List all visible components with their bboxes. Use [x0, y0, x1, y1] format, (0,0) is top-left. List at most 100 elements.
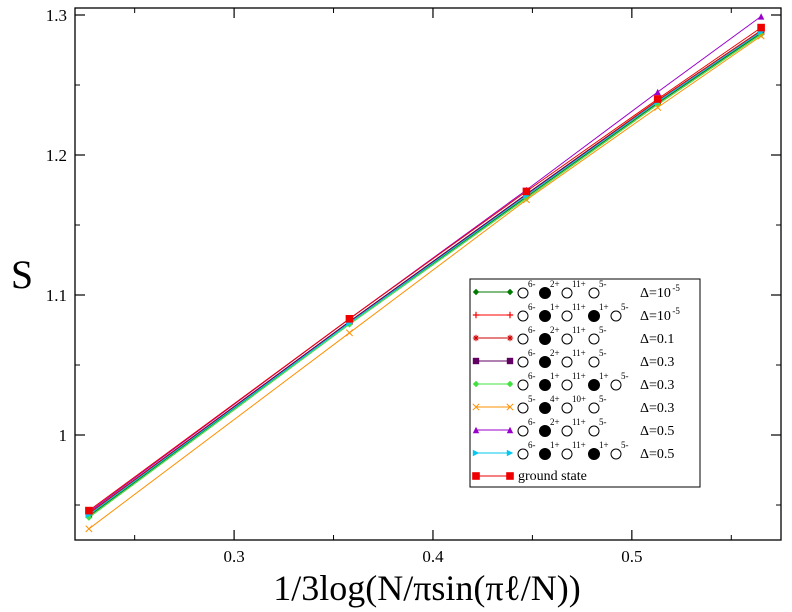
legend-superscript: 1+: [599, 302, 609, 312]
filled-circle-icon: [539, 310, 551, 322]
legend-superscript: 11+: [572, 371, 586, 381]
legend-superscript: 1+: [550, 371, 560, 381]
legend-marker: [472, 334, 480, 342]
legend-superscript: 5-: [621, 302, 629, 312]
legend-delta: Δ=10: [640, 309, 671, 324]
legend-items: 6- 2+ 11+ 5-Δ=10 -56- 1+ 11+ 1+ 5-Δ=10 -56- 2+ 11+ 5…: [472, 279, 680, 484]
legend-superscript: 5-: [621, 371, 629, 381]
legend-delta: Δ=0.3: [640, 355, 674, 370]
legend-superscript: 1+: [599, 371, 609, 381]
filled-circle-icon: [588, 310, 600, 322]
legend-item-2: 6- 1+ 11+ 1+ 5- Δ=10 -5: [472, 302, 680, 324]
x-tick-label: 0.5: [621, 547, 642, 566]
legend-marker: [472, 426, 480, 434]
legend-superscript: 11+: [572, 417, 586, 427]
open-circle-icon: [517, 448, 529, 460]
legend-superscript: 6-: [528, 302, 536, 312]
series-layer: [85, 13, 765, 533]
filled-circle-icon: [539, 379, 551, 391]
open-circle-icon: [517, 402, 529, 414]
legend-superscript: 6-: [528, 371, 536, 381]
open-circle-icon: [517, 333, 529, 345]
open-circle-icon: [561, 333, 573, 345]
data-point: [345, 329, 353, 337]
data-point: [85, 525, 93, 533]
legend-superscript: 2+: [550, 417, 560, 427]
legend-superscript: 11+: [572, 279, 586, 289]
data-point: [654, 88, 661, 96]
legend-marker: [506, 311, 514, 319]
open-circle-icon: [561, 402, 573, 414]
y-tick-label: 1.2: [46, 146, 67, 165]
open-circle-icon: [561, 287, 573, 299]
open-circle-icon: [561, 356, 573, 368]
data-point: [522, 187, 531, 196]
legend-marker: [472, 311, 480, 319]
legend-delta: Δ=10: [640, 286, 671, 301]
legend-item-4: 6- 2+ 11+ 5- Δ=0.3: [472, 348, 674, 370]
open-circle-icon: [517, 379, 529, 391]
data-point: [757, 23, 765, 32]
legend-marker: [472, 288, 480, 296]
legend-marker: [506, 426, 514, 434]
legend-delta: Δ=0.5: [640, 424, 674, 439]
filled-circle-icon: [539, 448, 551, 460]
legend-superscript: 5-: [599, 348, 607, 358]
legend-superscript: 5-: [599, 394, 607, 404]
open-circle-icon: [517, 287, 529, 299]
legend-superscript: 11+: [572, 325, 586, 335]
legend-label: ground state: [518, 469, 587, 484]
open-circle-icon: [588, 333, 600, 345]
plot-frame: [74, 7, 782, 541]
legend-superscript: 2+: [550, 348, 560, 358]
legend-item-5: 6- 1+ 11+ 1+ 5- Δ=0.3: [472, 371, 674, 393]
legend-superscript: 11+: [572, 348, 586, 358]
legend-delta: Δ=0.5: [640, 447, 674, 462]
open-circle-icon: [561, 379, 573, 391]
y-tick-label: 1.3: [46, 6, 67, 25]
axes: 0.3 0.4 0.5 1 1.1 1.2 1.3: [46, 6, 781, 566]
open-circle-icon: [588, 402, 600, 414]
filled-circle-icon: [539, 287, 551, 299]
legend-marker: [472, 449, 480, 457]
legend-item-1: 6- 2+ 11+ 5- Δ=10 -5: [472, 279, 680, 301]
legend-marker: [472, 357, 480, 365]
legend-superscript: 1+: [550, 302, 560, 312]
y-tick-label: 1: [59, 426, 68, 445]
open-circle-icon: [561, 310, 573, 322]
data-point: [757, 13, 765, 20]
filled-circle-icon: [539, 425, 551, 437]
legend-superscript: 5-: [621, 440, 629, 450]
legend-delta: Δ=0.3: [640, 378, 674, 393]
data-point: [345, 315, 354, 323]
legend-superscript: 11+: [572, 440, 586, 450]
open-circle-icon: [610, 448, 622, 460]
open-circle-icon: [610, 379, 622, 391]
series-9: [85, 23, 765, 515]
legend-superscript: 5-: [599, 417, 607, 427]
legend-superscript: 6-: [528, 325, 536, 335]
legend-marker: [506, 357, 514, 365]
open-circle-icon: [517, 425, 529, 437]
legend-marker: [506, 288, 514, 296]
legend-superscript: 11+: [572, 302, 586, 312]
legend-superscript: 10+: [572, 394, 586, 404]
legend-marker: [506, 403, 514, 411]
legend-marker: [506, 380, 514, 388]
legend-delta: Δ=0.1: [640, 332, 674, 347]
legend-item-3: 6- 2+ 11+ 5- Δ=0.1: [472, 325, 674, 347]
legend-superscript: 4+: [550, 394, 560, 404]
legend-delta: Δ=0.3: [640, 401, 674, 416]
legend-superscript: 1+: [550, 440, 560, 450]
legend-superscript: 1+: [599, 440, 609, 450]
legend-item-6: 5- 4+ 10+ 5- Δ=0.3: [472, 394, 674, 416]
x-axis-title: 1/3log(N/πsin(πℓ/N)): [273, 568, 581, 608]
legend-superscript: 2+: [550, 325, 560, 335]
legend-item-8: 6- 1+ 11+ 1+ 5- Δ=0.5: [472, 440, 674, 462]
open-circle-icon: [588, 356, 600, 368]
open-circle-icon: [588, 287, 600, 299]
y-axis-title: S: [11, 252, 33, 297]
data-point: [654, 103, 662, 111]
legend-superscript: 5-: [599, 325, 607, 335]
